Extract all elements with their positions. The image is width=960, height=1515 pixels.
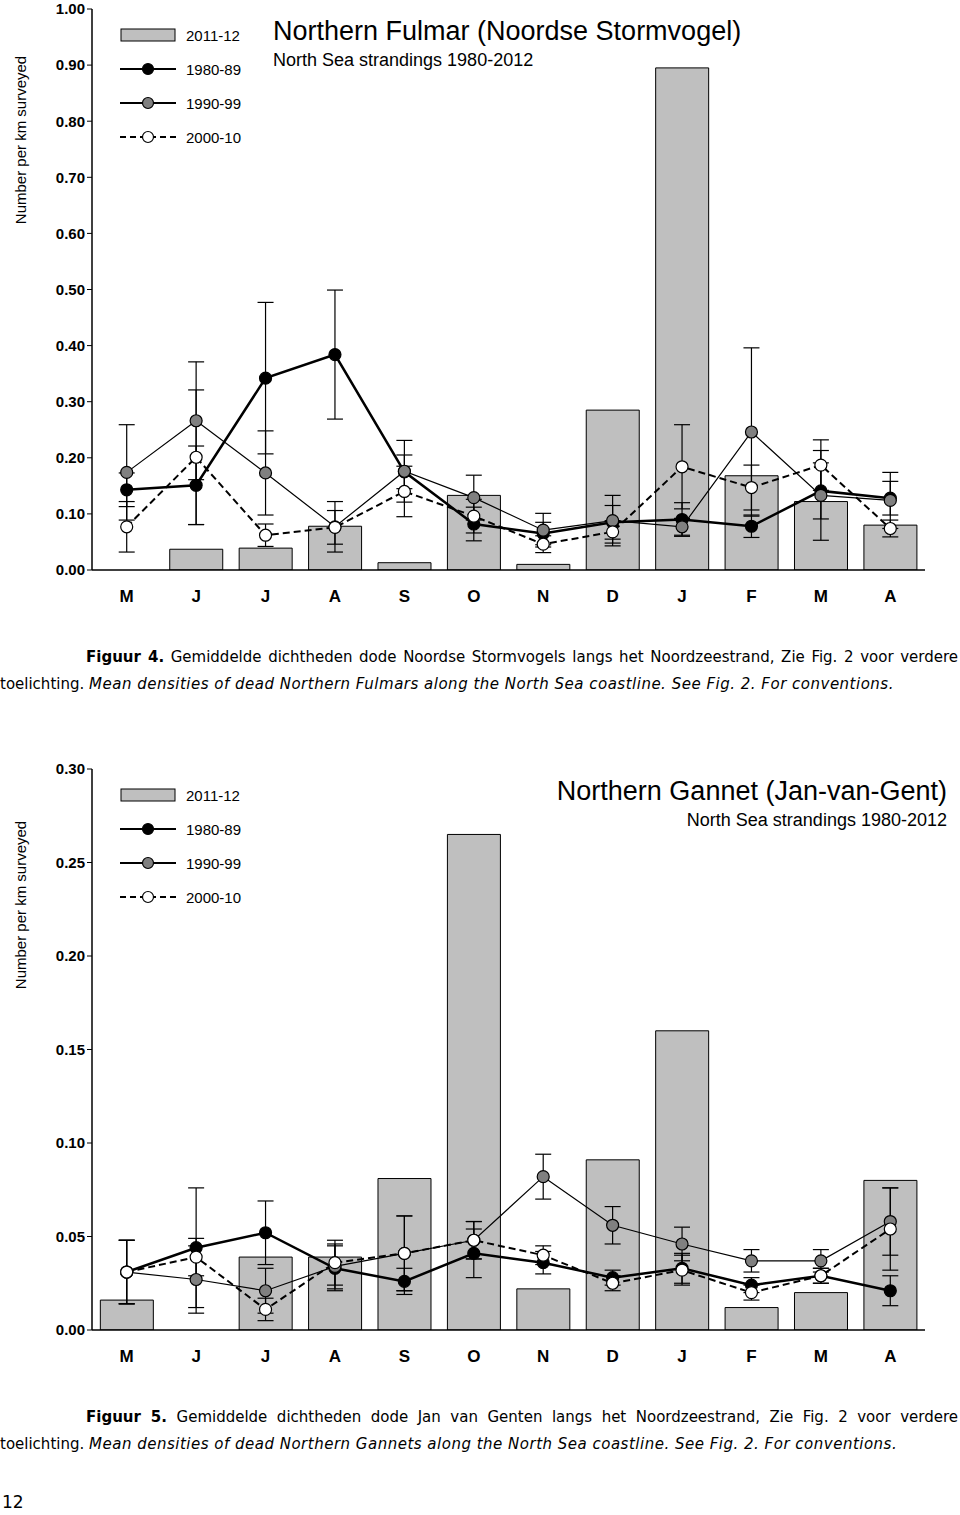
html-text:North Sea strandings 1980-2012: North Sea strandings 1980-2012 [686, 810, 947, 830]
html-text:1980-89: 1980-89 [186, 820, 242, 838]
svg-text:J: J [261, 587, 270, 606]
svg-text:S: S [399, 1347, 410, 1366]
html-text:2000-10: 2000-10 [186, 888, 242, 906]
svg-text:J: J [261, 1347, 270, 1366]
svg-text:0.40: 0.40 [56, 337, 85, 354]
svg-text:0.80: 0.80 [56, 113, 85, 130]
svg-text:J: J [191, 587, 200, 606]
svg-text:O: O [467, 587, 480, 606]
svg-text:J: J [677, 587, 686, 606]
svg-text:0.90: 0.90 [56, 56, 85, 73]
svg-text:M: M [120, 1347, 134, 1366]
svg-text:F: F [746, 587, 756, 606]
html-text:North Sea strandings 1980-2012: North Sea strandings 1980-2012 [273, 50, 534, 70]
svg-text:0.10: 0.10 [56, 1134, 85, 1151]
svg-text:0.20: 0.20 [56, 449, 85, 466]
svg-text:0.50: 0.50 [56, 281, 85, 298]
html-text:Number per km surveyed: Number per km surveyed [11, 55, 29, 225]
svg-text:0.00: 0.00 [56, 561, 85, 578]
html-text:Figuur 5.: Figuur 5. [86, 1408, 167, 1426]
html-text:2011-12: 2011-12 [186, 26, 240, 44]
svg-text:1.00: 1.00 [56, 0, 85, 17]
svg-text:D: D [606, 1347, 618, 1366]
html-text:Northern Fulmar (Noordse Storm: Northern Fulmar (Noordse Stormvogel) [273, 16, 742, 46]
svg-text:N: N [537, 587, 549, 606]
svg-text:O: O [467, 1347, 480, 1366]
svg-text:0.70: 0.70 [56, 169, 85, 186]
svg-text:0.20: 0.20 [56, 947, 85, 964]
svg-text:N: N [537, 1347, 549, 1366]
svg-text:A: A [884, 1347, 896, 1366]
svg-text:A: A [884, 587, 896, 606]
html-text:1990-99: 1990-99 [186, 854, 242, 872]
html-text:Northern Gannet (Jan-van-Gent): Northern Gannet (Jan-van-Gent) [556, 776, 947, 806]
svg-text:D: D [606, 587, 618, 606]
svg-text:0.30: 0.30 [56, 760, 85, 777]
svg-text:M: M [814, 1347, 828, 1366]
svg-text:0.05: 0.05 [56, 1228, 85, 1245]
svg-text:0.10: 0.10 [56, 505, 85, 522]
svg-text:A: A [329, 587, 341, 606]
html-text:1980-89: 1980-89 [186, 60, 242, 78]
html-text:Number per km surveyed: Number per km surveyed [11, 820, 29, 990]
svg-text:A: A [329, 1347, 341, 1366]
svg-text:J: J [191, 1347, 200, 1366]
html-text:Gemiddelde dichtheden dode Jan: Gemiddelde dichtheden dode Jan van Gente… [0, 1408, 958, 1453]
svg-text:0.15: 0.15 [56, 1041, 85, 1058]
svg-text:0.25: 0.25 [56, 854, 85, 871]
html-text:2011-12: 2011-12 [186, 786, 240, 804]
html-text:2000-10: 2000-10 [186, 128, 242, 146]
svg-text:0.30: 0.30 [56, 393, 85, 410]
svg-text:M: M [120, 587, 134, 606]
svg-text:F: F [746, 1347, 756, 1366]
html-text:1990-99: 1990-99 [186, 94, 242, 112]
svg-text:0.60: 0.60 [56, 225, 85, 242]
svg-text:M: M [814, 587, 828, 606]
svg-text:J: J [677, 1347, 686, 1366]
svg-text:0.00: 0.00 [56, 1321, 85, 1338]
html-text:12: 12 [2, 1492, 24, 1512]
svg-text:S: S [399, 587, 410, 606]
html-text:Figuur 4. Gemiddelde dichthede: Figuur 4. Gemiddelde dichtheden dode Noo… [0, 648, 958, 693]
